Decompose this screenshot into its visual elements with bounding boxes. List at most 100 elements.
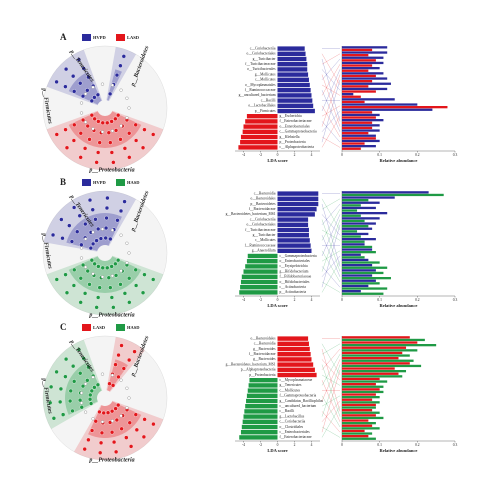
connector [321, 364, 341, 417]
x-tick-label: 0.3 [453, 153, 458, 157]
x-tick-label: 0 [341, 298, 343, 302]
abundance-bar [342, 56, 384, 59]
clade-node [113, 449, 119, 455]
abundance-bar [342, 338, 425, 342]
lda-bar [277, 346, 310, 352]
abundance-bar [342, 219, 365, 223]
x-tick-label: 0.1 [377, 443, 382, 447]
abundance-bar [342, 274, 373, 277]
clade-node [90, 241, 96, 247]
legend-swatch [116, 324, 125, 331]
connector [321, 136, 341, 148]
clade-node [86, 74, 91, 80]
lda-bar [242, 419, 278, 424]
abundance-bar [342, 245, 373, 249]
taxon-label: g__Bacteroidetes_bacterium_MS1 [226, 362, 276, 366]
clade-node [96, 119, 101, 124]
abundance-bar [342, 269, 376, 272]
lda-bar [277, 352, 311, 357]
clade-node [76, 57, 82, 62]
taxon-label: f__Turicibacteraceae [245, 228, 276, 232]
abundance-bar [342, 422, 376, 425]
clade-node-neutral [110, 274, 115, 278]
abundance-bar [342, 419, 369, 422]
abundance-bar [342, 240, 365, 243]
x-tick-label: 0 [341, 443, 343, 447]
lda-bar [277, 227, 309, 233]
clade-node [60, 236, 65, 241]
clade-node-neutral [91, 375, 95, 379]
clade-node [126, 357, 132, 363]
connector [321, 79, 341, 143]
abundance-bar [342, 90, 376, 93]
lda-bar [240, 430, 278, 435]
clade-node [118, 282, 123, 287]
clade-node [93, 217, 98, 222]
lda-bar [239, 290, 278, 295]
clade-sector [43, 191, 136, 252]
clade-node [114, 417, 120, 423]
clade-node [95, 226, 101, 232]
taxon-label: c__Enterobacteriales [280, 430, 311, 434]
lda-bar [277, 93, 312, 98]
abundance-bar [342, 243, 365, 246]
x-tick-label: 0 [277, 298, 279, 302]
clade-node-neutral [119, 124, 123, 128]
clade-node [71, 89, 77, 94]
clade-node [105, 265, 110, 271]
taxon-label: f__Enterobacteriaceae [280, 119, 313, 123]
abundance-bar [342, 61, 384, 65]
abundance-bar [342, 64, 373, 67]
taxon-label: o__Enterobacteriales [280, 124, 311, 128]
clade-node [127, 276, 132, 281]
lda-bar [245, 404, 278, 409]
connector [321, 369, 341, 433]
clade-node [127, 131, 132, 136]
abundance-bar [342, 54, 369, 57]
abundance-bar [342, 209, 358, 212]
taxon-label: g__Bacteroides [253, 357, 276, 361]
clade-node [76, 347, 82, 352]
lda-bar [277, 191, 319, 196]
abundance-bar [342, 196, 395, 199]
abundance-bar [342, 222, 376, 225]
lda-bar [239, 435, 278, 440]
clade-node [80, 383, 86, 389]
abundance-bar [342, 147, 361, 150]
clade-node-neutral [110, 373, 115, 377]
clade-node [115, 218, 120, 223]
clade-node-neutral [100, 227, 105, 231]
clade-node [78, 155, 83, 160]
abundance-bar [342, 372, 399, 375]
clade-node [118, 137, 123, 142]
abundance-bar [342, 111, 373, 114]
clade-node-neutral [79, 246, 84, 250]
clade-node [142, 272, 147, 277]
clade-node [105, 410, 111, 415]
lda-bar [277, 233, 309, 238]
taxon-label: c__Mollicutes [280, 388, 301, 392]
lda-bar [277, 201, 319, 207]
clade-node [115, 258, 121, 263]
clade-node [79, 405, 84, 410]
clade-node [109, 150, 115, 155]
clade-node [78, 276, 83, 281]
abundance-bar [342, 95, 361, 98]
taxon-label: o__Bifidobacteriales [280, 280, 311, 284]
x-tick-label: -4 [242, 298, 245, 302]
abundance-bar [342, 370, 407, 373]
connector [321, 214, 341, 257]
connector [321, 64, 341, 96]
abundance-bar [342, 46, 388, 49]
clade-node [95, 150, 101, 155]
abundance-bar [342, 437, 376, 440]
taxon-label: f__Gammaproteobacteria [280, 394, 317, 398]
clade-node-neutral [127, 251, 131, 255]
lda-bar [238, 145, 278, 150]
lda-bar [277, 108, 315, 114]
clade-node-neutral [125, 96, 129, 100]
taxon-label: c__Bacteroidia [254, 342, 276, 346]
abundance-bar [342, 282, 380, 285]
lda-bar [277, 341, 309, 346]
taxon-label: g__uncultured_bacterium [239, 93, 276, 97]
